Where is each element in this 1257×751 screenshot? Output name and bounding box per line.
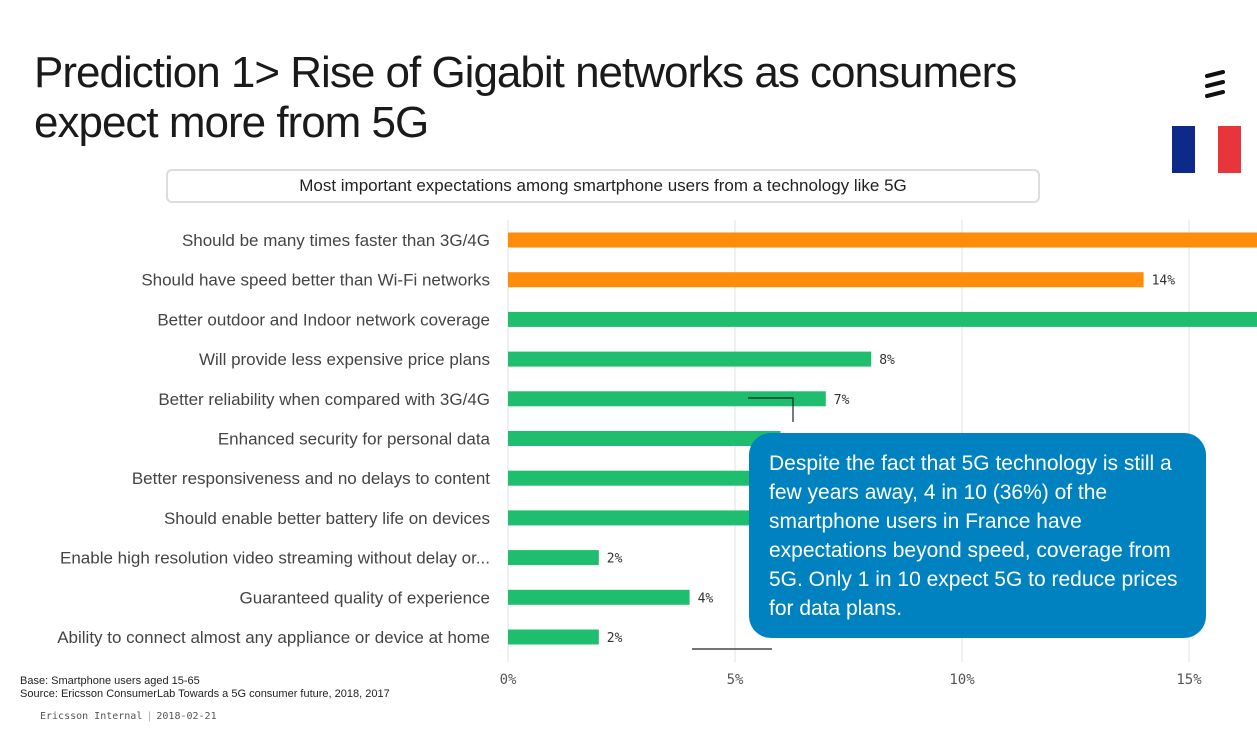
page-title: Prediction 1> Rise of Gigabit networks a… [34,48,1017,147]
bar-2 [508,311,1257,327]
bar-10 [508,629,599,645]
footer: Ericsson Internal | 2018-02-21 [40,711,217,722]
base-text: Base: Smartphone users aged 15-65 [20,675,200,687]
source-note: Base: Smartphone users aged 15-65 Source… [20,675,390,701]
category-label: Better outdoor and Indoor network covera… [157,310,490,329]
chart-subtitle: Most important expectations among smartp… [166,169,1040,203]
category-label: Should have speed better than Wi-Fi netw… [141,271,490,290]
data-label: 7% [834,393,850,408]
insight-callout: Despite the fact that 5G technology is s… [749,433,1206,638]
category-label: Will provide less expensive price plans [199,350,490,369]
footer-separator: | [146,711,153,722]
category-label: Should enable better battery life on dev… [164,509,490,528]
category-label: Should be many times faster than 3G/4G [182,231,490,250]
flag-stripe-red [1218,126,1241,173]
x-tick-label: 15% [1176,672,1202,688]
bar-6 [508,470,781,486]
footer-date: 2018-02-21 [156,711,217,722]
data-label: 8% [879,353,895,368]
data-label: 4% [698,591,714,606]
category-label: Enable high resolution video streaming w… [60,549,490,568]
flag-stripe-white [1195,126,1218,173]
data-label: 2% [607,631,623,646]
data-label: 2% [607,552,623,567]
footer-org: Ericsson Internal [40,711,143,722]
category-label: Guaranteed quality of experience [240,588,490,607]
bar-0 [508,232,1257,248]
category-label: Ability to connect almost any appliance … [57,628,490,647]
x-tick-label: 0% [500,672,517,688]
x-tick-label: 5% [727,672,744,688]
category-label: Better responsiveness and no delays to c… [132,469,490,488]
bar-4 [508,391,826,407]
ericsson-logo-icon [1205,70,1225,98]
x-tick-label: 10% [949,672,975,688]
bar-8 [508,550,599,566]
flag-stripe-blue [1172,126,1195,173]
category-label: Better reliability when compared with 3G… [158,390,490,409]
bar-9 [508,589,690,605]
data-label: 14% [1152,274,1176,289]
source-text: Source: Ericsson ConsumerLab Towards a 5… [20,688,390,700]
bar-1 [508,272,1144,288]
callout-connector-top [748,397,794,422]
category-label: Enhanced security for personal data [218,430,491,449]
france-flag-icon [1172,126,1241,173]
bar-3 [508,351,872,367]
bar-5 [508,431,781,446]
